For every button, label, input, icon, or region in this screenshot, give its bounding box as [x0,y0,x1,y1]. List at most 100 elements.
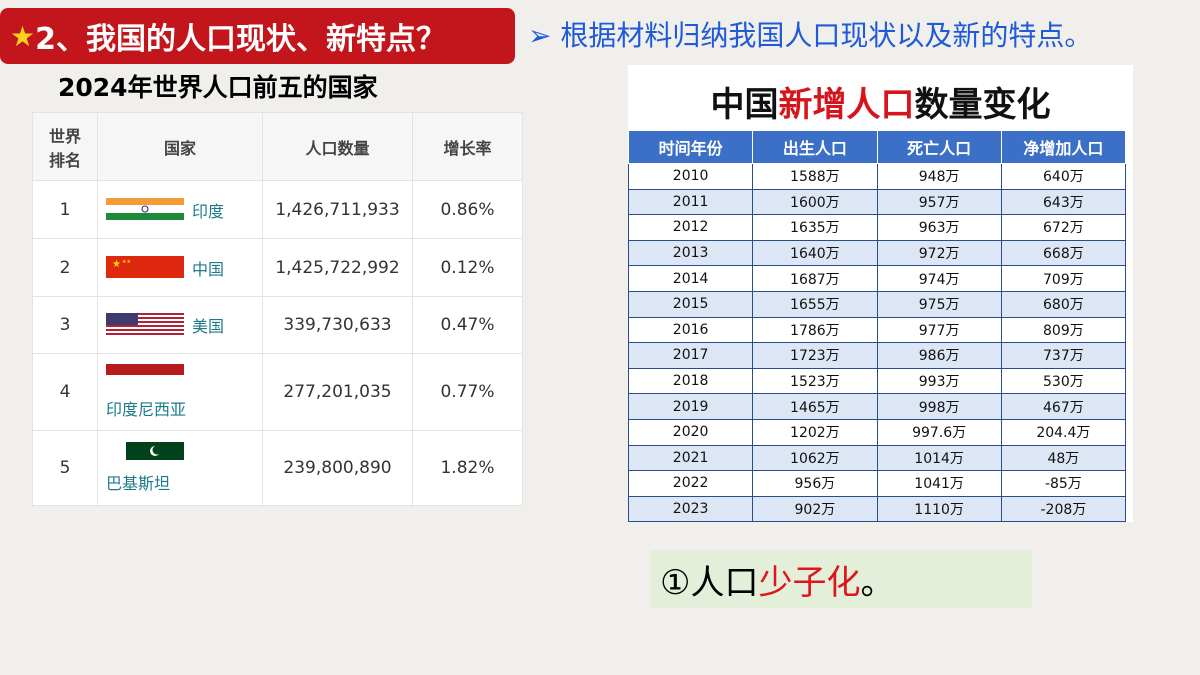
row: 2 ★ ★★ 中国 1,425,722,992 0.12% [32,238,523,297]
row: 3 美国 339,730,633 0.47% [32,296,523,354]
cell: 1202万 [752,418,878,446]
title-part: 中国 [710,85,779,125]
cell: 2023 [627,495,754,523]
row: 2023 902万 1110万 -208万 [627,495,1127,523]
right-table-title: 中国新增人口数量变化 [628,77,1133,126]
row: 5 巴基斯坦 239,800,890 1.82% [32,430,523,506]
cell: 0.86% [412,180,523,239]
svg-text:★: ★ [112,259,121,270]
cell: 1062万 [752,444,878,472]
country: 印度尼西亚 [106,400,187,419]
flag [106,364,184,386]
header-cell: 世界排名 [32,112,98,181]
left-table-title: 2024年世界人口前五的国家 [58,73,378,102]
cell: 957万 [876,188,1002,216]
cell: 4 [32,353,98,431]
cell: 668万 [1000,239,1127,267]
cell: 2011 [627,188,754,216]
cell: 巴基斯坦 [97,430,263,506]
cell: 0.12% [412,238,523,297]
conclusion-part: ①人口 [660,562,759,603]
cell: 975万 [876,290,1002,318]
country: 美国 [192,317,225,336]
cell: 2022 [627,470,754,497]
cell: 709万 [1000,265,1127,292]
cell: 902万 [752,495,878,523]
cell: 48万 [1000,444,1127,472]
flag [106,313,184,335]
conclusion-part: 少子化 [758,562,861,603]
title: 2、我国的人口现状、新特点？ [35,22,446,57]
country: 印度 [192,201,225,221]
cell: 1014万 [876,444,1002,472]
header-cell: 死亡人口 [876,130,1002,164]
cell: 1723万 [752,342,878,369]
cell: 993万 [876,367,1002,395]
cell: 339,730,633 [262,296,413,354]
cell: 1,425,722,992 [262,238,413,297]
header-row: 世界排名 国家 人口数量 增长率 [32,112,523,181]
cell: 3 [32,296,98,354]
row: 2019 1465万 998万 467万 [627,393,1127,420]
flag [106,197,184,220]
cell: 1 [32,180,98,239]
cell: 737万 [1000,342,1127,369]
cell: 1110万 [876,495,1002,523]
header-cell: 增长率 [412,112,523,181]
cell: -85万 [1000,470,1127,497]
header-cell: 净增加人口 [1000,130,1127,164]
star: ★ [10,19,36,53]
title-part: 新增人口 [778,85,915,125]
row: 2017 1723万 986万 737万 [627,342,1127,369]
cell: 2 [32,238,98,297]
country: 巴基斯坦 [106,474,171,493]
cell: 印度尼西亚 [97,353,263,431]
cell: 640万 [1000,163,1127,190]
row: 2018 1523万 993万 530万 [627,367,1127,395]
cell: 0.47% [412,296,523,354]
title-part: 数量变化 [914,85,1051,125]
row: 2014 1687万 974万 709万 [627,265,1127,292]
cell: 美国 [97,296,263,354]
flag [106,442,184,460]
row: 2016 1786万 977万 809万 [627,316,1127,344]
bullet: ➢ [528,19,561,52]
cell: 277,201,035 [262,353,413,431]
cell: 204.4万 [1000,418,1127,446]
row: 2010 1588万 948万 640万 [627,163,1127,190]
row: 2022 956万 1041万 -85万 [627,470,1127,497]
cell: 467万 [1000,393,1127,420]
cell: ★ ★★ 中国 [97,238,263,297]
row: 4 印度尼西亚 277,201,035 0.77% [32,353,523,431]
title-box: ★ 2、我国的人口现状、新特点？ [0,8,515,64]
subtitle-text: 根据材料归纳我国人口现状以及新的特点。 [560,19,1093,52]
cell: 977万 [876,316,1002,344]
cell: 1635万 [752,214,878,241]
cell: 972万 [876,239,1002,267]
cell: 809万 [1000,316,1127,344]
cell: 1.82% [412,430,523,506]
cell: 1041万 [876,470,1002,497]
cell: 998万 [876,393,1002,420]
cell: 2014 [627,265,754,292]
country: 中国 [192,259,225,279]
cell: 1,426,711,933 [262,180,413,239]
cell: 2010 [627,163,754,190]
svg-text:★★: ★★ [122,259,131,265]
row: 2015 1655万 975万 680万 [627,290,1127,318]
row: 2021 1062万 1014万 48万 [627,444,1127,472]
cell: 1588万 [752,163,878,190]
subtitle: ➢ 根据材料归纳我国人口现状以及新的特点。 [528,14,1092,54]
cell: 2013 [627,239,754,267]
cell: 0.77% [412,353,523,431]
cell: 1523万 [752,367,878,395]
header-cell: 人口数量 [262,112,413,181]
cell: 1600万 [752,188,878,216]
cell: 2020 [627,418,754,446]
cell: 530万 [1000,367,1127,395]
cell: 680万 [1000,290,1127,318]
header-cell: 出生人口 [752,130,878,164]
cell: 2016 [627,316,754,344]
header-cell: 国家 [97,112,263,181]
cell: 1655万 [752,290,878,318]
